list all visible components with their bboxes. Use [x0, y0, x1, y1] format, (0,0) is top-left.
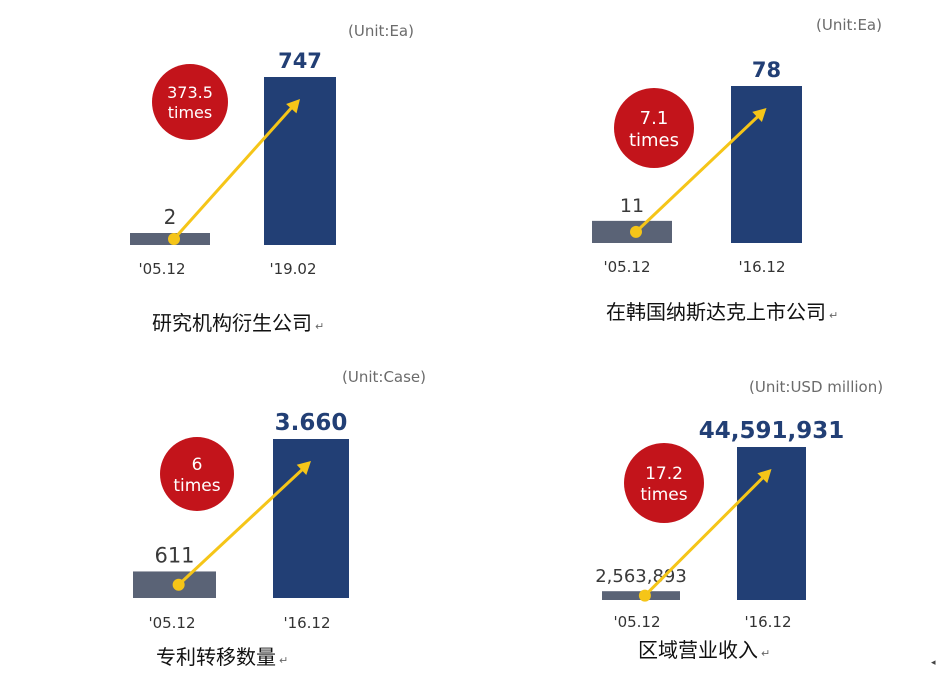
growth-arrow-start-dot	[630, 225, 642, 238]
category-label: '16.12	[744, 613, 791, 631]
value-label-new: 747	[278, 49, 322, 73]
category-label: '16.12	[738, 258, 785, 276]
bar-new	[264, 77, 336, 245]
caption-text-3: 专利转移数量	[156, 645, 276, 669]
caption-4: 区域营业收入 ↵	[638, 634, 770, 663]
value-label-new: 78	[752, 58, 781, 82]
growth-arrow-start-dot	[168, 233, 180, 245]
unit-label-2: (Unit:Ea)	[816, 16, 882, 34]
growth-arrow-start-dot	[172, 578, 185, 591]
multiplier-badge	[614, 88, 694, 168]
multiplier-value: 7.1	[640, 108, 669, 129]
category-label: '16.12	[283, 614, 330, 632]
bar-new	[273, 439, 349, 598]
caption-text-1: 研究机构衍生公司	[152, 311, 312, 335]
unit-label-3: (Unit:Case)	[342, 368, 427, 386]
multiplier-unit: times	[173, 476, 220, 496]
multiplier-unit: times	[629, 130, 679, 151]
caption-2: 在韩国纳斯达克上市公司 ↵	[606, 296, 838, 325]
caption-text-2: 在韩国纳斯达克上市公司	[606, 300, 826, 324]
value-label-new: 44,591,931	[699, 418, 845, 444]
value-label-new: 3.660	[275, 410, 348, 436]
return-mark-icon: ↵	[761, 647, 771, 660]
growth-arrow-head-icon	[286, 99, 300, 114]
bar-new	[731, 86, 802, 243]
multiplier-badge	[624, 443, 704, 523]
category-label: '05.12	[603, 258, 650, 276]
growth-arrow-head-icon	[296, 461, 311, 475]
growth-arrow-line	[172, 103, 296, 241]
corner-arrow-icon: ◂	[931, 658, 936, 668]
caption-1: 研究机构衍生公司 ↵	[152, 307, 324, 336]
return-mark-icon: ↵	[315, 320, 325, 333]
value-label-old: 611	[154, 543, 194, 567]
category-label: '05.12	[148, 614, 195, 632]
multiplier-value: 17.2	[645, 464, 683, 484]
unit-label-1: (Unit:Ea)	[348, 22, 414, 40]
growth-arrow-line	[643, 473, 767, 597]
category-label: '05.12	[138, 260, 185, 278]
growth-arrow-line	[177, 465, 307, 586]
value-label-old: 2,563,893	[595, 566, 687, 587]
category-label: '05.12	[613, 613, 660, 631]
category-label: '19.02	[269, 260, 316, 278]
growth-arrow-head-icon	[752, 108, 767, 123]
value-label-old: 11	[620, 195, 644, 217]
multiplier-badge	[160, 437, 234, 511]
return-mark-icon: ↵	[279, 654, 289, 667]
growth-arrow-line	[634, 112, 762, 234]
multiplier-unit: times	[168, 103, 212, 122]
unit-label-4: (Unit:USD million)	[749, 378, 884, 396]
multiplier-value: 6	[192, 455, 203, 475]
caption-3: 专利转移数量 ↵	[156, 641, 288, 670]
bar-new	[737, 447, 806, 600]
value-label-old: 2	[164, 205, 177, 229]
multiplier-badge	[152, 64, 228, 140]
multiplier-value: 373.5	[167, 83, 213, 102]
caption-text-4: 区域营业收入	[638, 638, 758, 662]
growth-arrow-start-dot	[638, 589, 651, 602]
return-mark-icon: ↵	[829, 309, 839, 322]
multiplier-unit: times	[640, 485, 687, 505]
growth-arrow-head-icon	[757, 469, 772, 484]
